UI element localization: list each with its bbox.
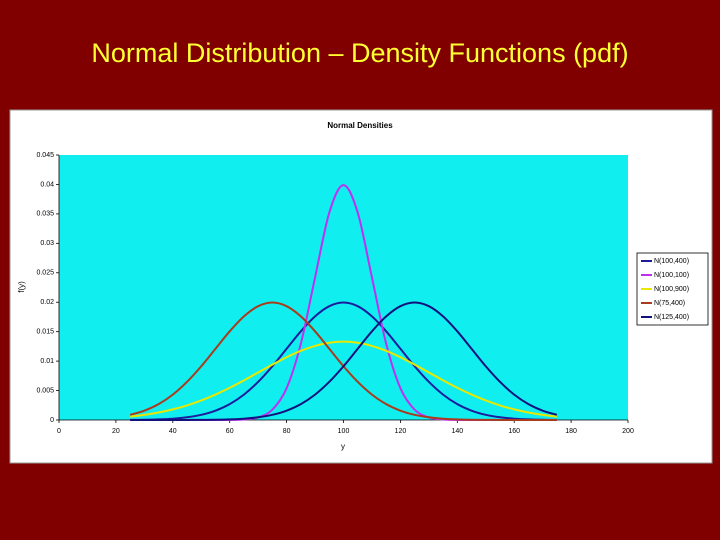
legend-label: N(125,400) [654,314,689,321]
x-tick-label: 80 [283,428,291,435]
line-series [130,340,557,418]
plot-area [59,155,628,420]
y-tick-label: 0.045 [36,152,54,159]
x-tick-label: 60 [226,428,234,435]
y-tick-label: 0.01 [40,358,54,365]
y-tick-label: 0.015 [36,329,54,336]
x-tick-label: 20 [112,428,120,435]
x-tick-label: 40 [169,428,177,435]
legend-label: N(75,400) [654,300,685,307]
chart-title: Normal Densities [327,121,393,130]
legend-label: N(100,100) [654,272,689,279]
x-tick-label: 120 [395,428,407,435]
y-tick-label: 0 [50,417,54,424]
x-axis-label: y [341,442,345,451]
x-tick-label: 140 [451,428,463,435]
slide-title: Normal Distribution – Density Functions … [91,38,629,68]
x-tick-label: 160 [508,428,520,435]
y-tick-label: 0.04 [40,181,54,188]
x-tick-label: 200 [622,428,634,435]
y-tick-label: 0.025 [36,270,54,277]
legend-label: N(100,400) [654,258,689,265]
y-tick-label: 0.005 [36,387,54,394]
x-tick-label: 100 [338,428,350,435]
y-tick-label: 0.035 [36,211,54,218]
x-tick-label: 180 [565,428,577,435]
y-tick-label: 0.02 [40,299,54,306]
y-tick-label: 0.03 [40,240,54,247]
x-tick-label: 0 [57,428,61,435]
legend-label: N(100,900) [654,286,689,293]
line-series [130,301,557,421]
line-series [130,301,558,422]
y-axis-label: f(y) [17,281,26,293]
